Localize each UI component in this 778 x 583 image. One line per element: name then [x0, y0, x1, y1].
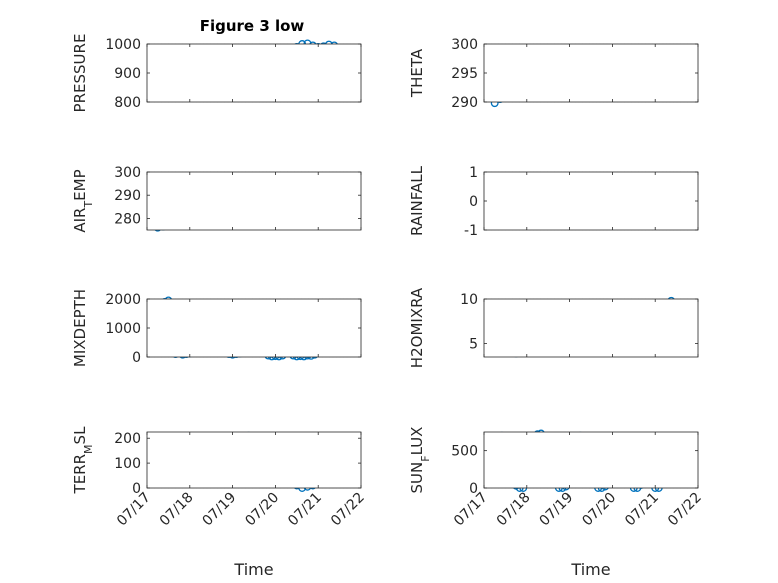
y-axis-label: SUNFLUX	[408, 427, 432, 494]
y-tick-label: 1	[469, 165, 478, 181]
y-label-main: SUN	[408, 462, 426, 494]
y-label-rest: LUX	[408, 427, 426, 456]
y-label-rest: EMP	[71, 169, 89, 200]
figure-title: Figure 3 low	[200, 17, 305, 35]
y-tick-label: 1000	[105, 37, 141, 53]
y-axis-label: MIXDEPTH	[71, 289, 89, 367]
axes-frame	[483, 43, 699, 103]
y-tick-label: 290	[451, 95, 478, 111]
y-axis-label: PRESSURE	[71, 34, 89, 113]
y-axis-label: THETA	[408, 48, 426, 98]
y-tick-label: 2000	[105, 292, 141, 308]
y-tick-label: 200	[114, 431, 141, 447]
y-tick-label: 800	[114, 95, 141, 111]
subplot-5: 0 1000 2000 MIXDEPTH	[71, 289, 362, 367]
y-label-rest: SL	[71, 426, 89, 445]
y-tick-label: -1	[464, 223, 478, 239]
y-tick-label: 1000	[105, 321, 141, 337]
axes-frame	[483, 431, 699, 489]
y-tick-label: 295	[451, 66, 478, 82]
subplot-3: 280 290 300 AIRTEMP	[71, 165, 362, 233]
x-axis-label: Time	[233, 560, 273, 579]
y-tick-label: 500	[451, 444, 478, 460]
axes-frame	[146, 431, 362, 489]
y-tick-label: 290	[114, 188, 141, 204]
y-tick-label: 300	[451, 37, 478, 53]
y-label-subscript: M	[82, 444, 95, 454]
axes-frame	[146, 298, 362, 358]
y-tick-label: 0	[132, 350, 141, 366]
y-tick-label: 100	[114, 456, 141, 472]
x-axis-label: Time	[570, 560, 610, 579]
axes-frame	[483, 171, 699, 231]
y-label-main: TERR	[71, 454, 89, 495]
axes-frame	[146, 43, 362, 103]
subplot-1: 800 900 1000 PRESSURE	[71, 34, 362, 113]
y-tick-label: 280	[114, 211, 141, 227]
y-tick-label: 10	[460, 292, 478, 308]
y-tick-label: 300	[114, 165, 141, 181]
subplot-6: 5 10 H2OMIXRA	[408, 287, 699, 368]
y-tick-label: 0	[469, 194, 478, 210]
y-label-main: AIR	[71, 208, 89, 233]
y-label-subscript: F	[419, 455, 432, 461]
y-axis-label: H2OMIXRA	[408, 287, 426, 368]
y-tick-label: 0	[132, 481, 141, 497]
y-label-subscript: T	[82, 201, 95, 209]
y-axis-label: AIRTEMP	[71, 169, 95, 232]
axes-frame	[146, 171, 362, 231]
y-tick-label: 900	[114, 66, 141, 82]
subplot-4: -1 0 1 RAINFALL	[408, 165, 699, 239]
y-tick-label: 0	[469, 481, 478, 497]
subplot-2: 290 295 300 THETA	[408, 37, 699, 111]
y-axis-label: RAINFALL	[408, 165, 426, 236]
y-axis-label: TERRMSL	[71, 426, 95, 495]
axes-frame	[483, 298, 699, 358]
y-tick-label: 5	[469, 337, 478, 353]
